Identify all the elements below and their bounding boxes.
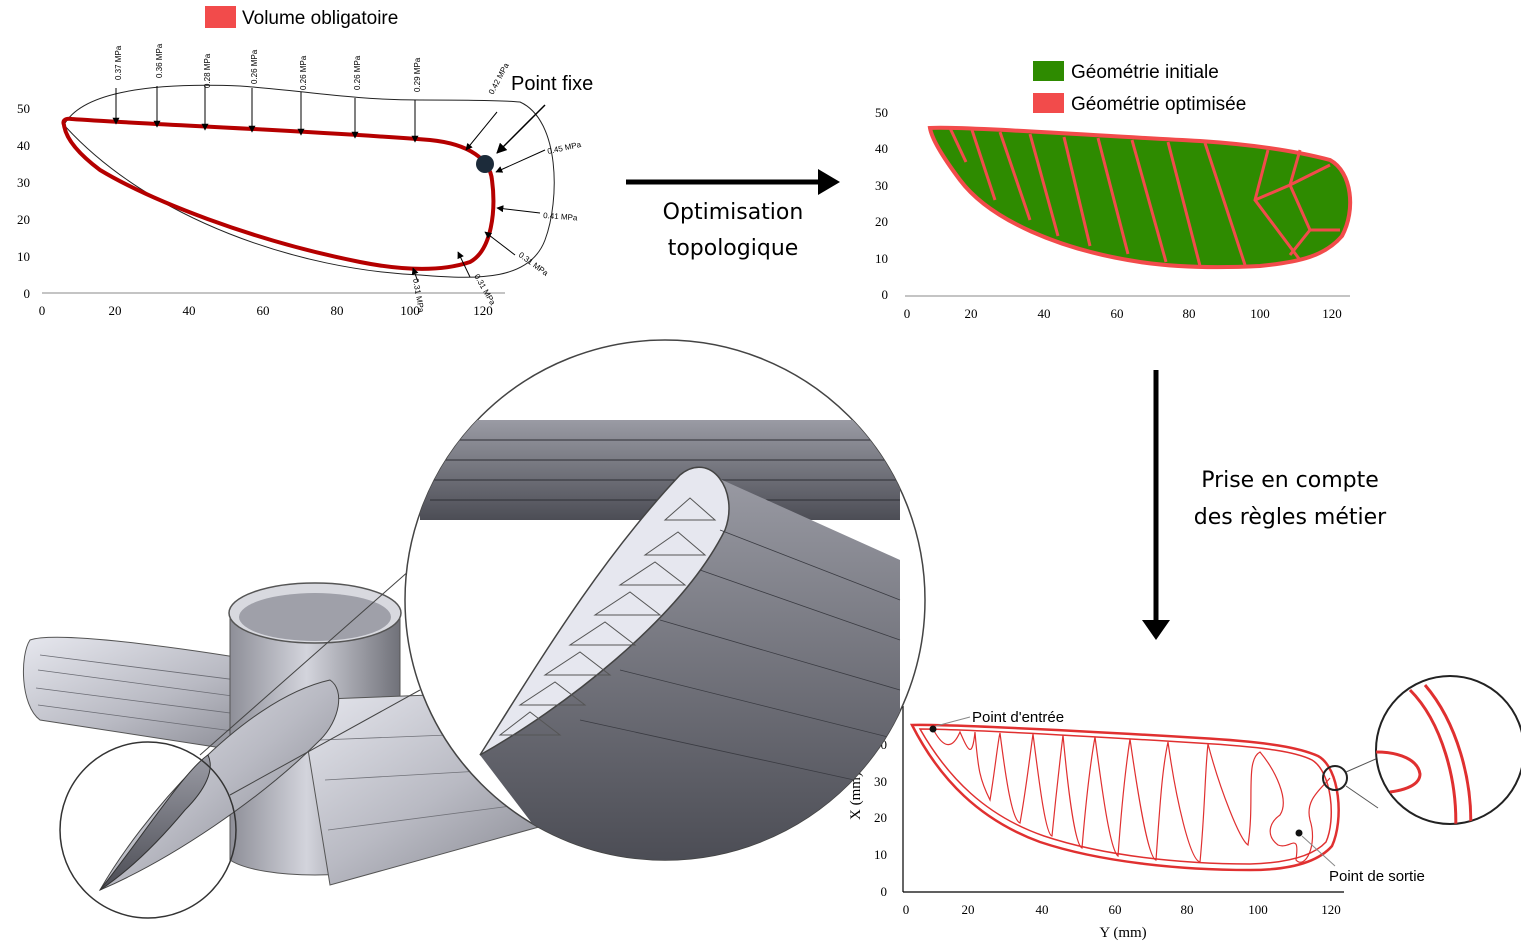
panel-b: Géométrie initiale Géométrie optimisée 0… xyxy=(875,61,1353,321)
arrow-caption-line1: Optimisation xyxy=(663,200,804,225)
pressure-label: 0.31 MPa xyxy=(472,273,497,308)
y-tick: 10 xyxy=(17,249,30,264)
arrow-business-rules: Prise en compte des règles métier xyxy=(1142,370,1387,640)
panel-a-axes: 0 20 40 60 80 100 120 0 10 20 30 40 50 xyxy=(17,101,505,318)
x-tick: 40 xyxy=(1038,306,1051,321)
x-tick: 0 xyxy=(904,306,911,321)
panel-a: Volume obligatoire 0 20 40 60 80 100 120… xyxy=(17,6,593,318)
detail-zoom-circle xyxy=(1375,675,1521,825)
x-tick: 60 xyxy=(1111,306,1124,321)
pressure-label: 0.26 MPa xyxy=(299,55,308,90)
x-tick: 60 xyxy=(1109,902,1122,917)
x-axis-title: Y (mm) xyxy=(1099,925,1146,941)
y-tick: 20 xyxy=(875,214,888,229)
pressure-label: 0.31 MPa xyxy=(517,250,550,278)
x-tick: 100 xyxy=(1248,902,1268,917)
y-tick: 50 xyxy=(17,101,30,116)
x-tick: 40 xyxy=(183,303,196,318)
exit-pointer xyxy=(1301,835,1336,867)
legend-mandatory-volume: Volume obligatoire xyxy=(242,8,398,29)
toolpath xyxy=(932,728,1331,863)
exit-point-marker xyxy=(1295,829,1303,837)
x-tick: 120 xyxy=(1322,306,1342,321)
x-tick: 100 xyxy=(1250,306,1270,321)
small-lens xyxy=(59,741,237,919)
optimized-geometry xyxy=(927,125,1353,270)
pressure-label: 0.42 MPa xyxy=(487,61,511,96)
pressure-label: 0.29 MPa xyxy=(413,57,422,92)
pressure-arrows xyxy=(112,86,546,283)
x-tick: 80 xyxy=(1183,306,1196,321)
pressure-envelope xyxy=(63,84,555,278)
pressure-label: 0.41 MPa xyxy=(543,211,578,222)
x-tick: 40 xyxy=(1036,902,1049,917)
arrow2-caption-line1: Prise en compte xyxy=(1201,468,1379,493)
arrow-optimisation: Optimisation topologique xyxy=(626,169,840,261)
legend-swatch-mandatory xyxy=(205,6,236,28)
detail-marker-circle xyxy=(1322,765,1348,791)
cad-render xyxy=(22,339,926,919)
pressure-label: 0.26 MPa xyxy=(353,55,362,90)
pressure-label: 0.45 MPa xyxy=(547,140,583,156)
y-tick: 30 xyxy=(17,175,30,190)
legend-initial-geometry: Géométrie initiale xyxy=(1071,62,1219,83)
y-tick: 30 xyxy=(875,178,888,193)
pressure-label: 0.36 MPa xyxy=(155,43,164,78)
entry-point-marker xyxy=(929,725,937,733)
exit-point-label: Point de sortie xyxy=(1329,868,1425,885)
arrow-right-icon xyxy=(818,169,840,195)
fixed-point-label: Point fixe xyxy=(511,73,593,95)
pressure-label: 0.28 MPa xyxy=(203,53,212,88)
x-tick: 20 xyxy=(962,902,975,917)
y-tick: 0 xyxy=(24,286,31,301)
mandatory-volume-outline xyxy=(61,116,496,271)
entry-pointer xyxy=(935,716,971,727)
panel-c-axes: 0 20 40 60 80 100 120 0 10 20 30 40 50 Y… xyxy=(848,700,1344,941)
y-tick: 40 xyxy=(17,138,30,153)
fixed-point-marker xyxy=(476,155,494,173)
x-tick: 60 xyxy=(257,303,270,318)
y-tick: 20 xyxy=(17,212,30,227)
legend-swatch-optimized xyxy=(1033,93,1064,113)
arrow-down-icon xyxy=(1142,620,1170,640)
panel-b-axes: 0 20 40 60 80 100 120 0 10 20 30 40 50 xyxy=(875,105,1350,321)
arrow-caption-line2: topologique xyxy=(668,236,799,261)
big-lens-content xyxy=(420,420,901,860)
detail-zoom-content xyxy=(1376,684,1473,824)
legend-optimized-geometry: Géométrie optimisée xyxy=(1071,94,1246,115)
legend-swatch-initial xyxy=(1033,61,1064,81)
x-tick: 0 xyxy=(39,303,46,318)
x-tick: 0 xyxy=(903,902,910,917)
arrow2-caption-line2: des règles métier xyxy=(1194,505,1387,530)
optimized-ribs xyxy=(948,127,1340,267)
x-tick: 80 xyxy=(331,303,344,318)
y-tick: 30 xyxy=(874,774,887,789)
y-tick: 10 xyxy=(874,847,887,862)
entry-point-label: Point d'entrée xyxy=(972,709,1064,726)
pressure-label: 0.26 MPa xyxy=(250,49,259,84)
y-axis-title: X (mm) xyxy=(848,772,864,820)
y-tick: 20 xyxy=(874,810,887,825)
fixed-point-pointer xyxy=(496,104,546,154)
contour-inner xyxy=(918,728,1332,865)
contour-outer xyxy=(909,723,1340,872)
pressure-label: 0.37 MPa xyxy=(114,45,123,80)
x-tick: 120 xyxy=(1321,902,1341,917)
panel-c: 0 20 40 60 80 100 120 0 10 20 30 40 50 Y… xyxy=(848,675,1521,941)
x-tick: 120 xyxy=(473,303,493,318)
y-tick: 10 xyxy=(875,251,888,266)
x-tick: 20 xyxy=(109,303,122,318)
y-tick: 0 xyxy=(881,884,888,899)
y-tick: 50 xyxy=(875,105,888,120)
x-tick: 20 xyxy=(965,306,978,321)
y-tick: 0 xyxy=(882,287,889,302)
x-tick: 80 xyxy=(1181,902,1194,917)
x-tick: 100 xyxy=(400,303,420,318)
y-tick: 40 xyxy=(875,141,888,156)
